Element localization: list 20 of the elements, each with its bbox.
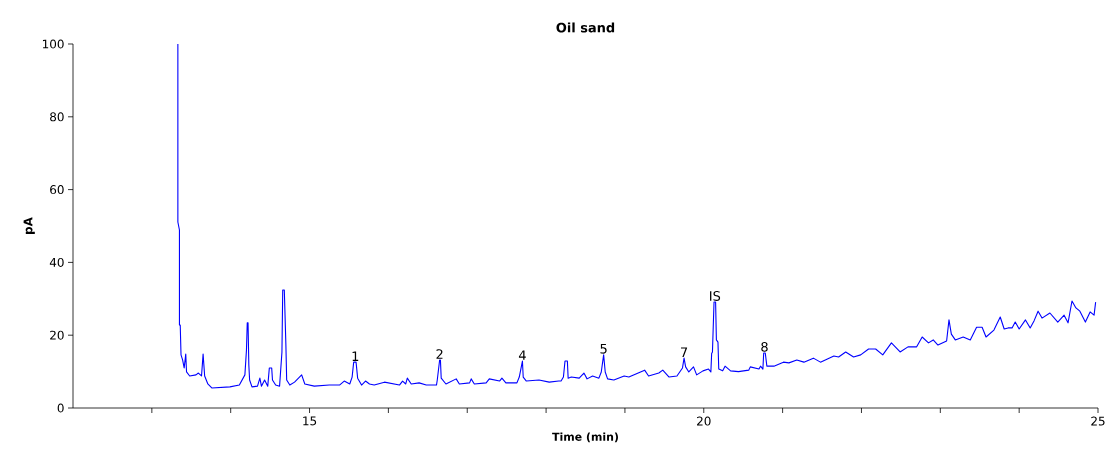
chart-title: Oil sand: [556, 22, 615, 33]
x-axis-title: Time (min): [552, 432, 618, 443]
y-tick-label: 100: [42, 39, 64, 49]
annotation: 7: [681, 347, 688, 357]
annotation: 5: [600, 344, 607, 354]
y-axis-title: pA: [23, 217, 35, 234]
x-tick-label: 15: [303, 416, 317, 426]
y-tick-label: 20: [50, 330, 64, 340]
y-tick-label: 60: [50, 185, 64, 195]
x-tick-label: 25: [1091, 416, 1105, 426]
annotation: IS: [710, 291, 721, 301]
annotation: 1: [352, 351, 359, 361]
y-tick-label: 40: [49, 257, 64, 267]
x-tick-label: 20: [697, 416, 711, 426]
annotation: 4: [518, 350, 526, 360]
annotation: 8: [761, 342, 768, 352]
y-tick-label: 0: [57, 403, 64, 413]
annotation: 2: [436, 349, 443, 359]
y-tick-label: 80: [50, 112, 64, 122]
line-series: [177, 43, 1097, 389]
